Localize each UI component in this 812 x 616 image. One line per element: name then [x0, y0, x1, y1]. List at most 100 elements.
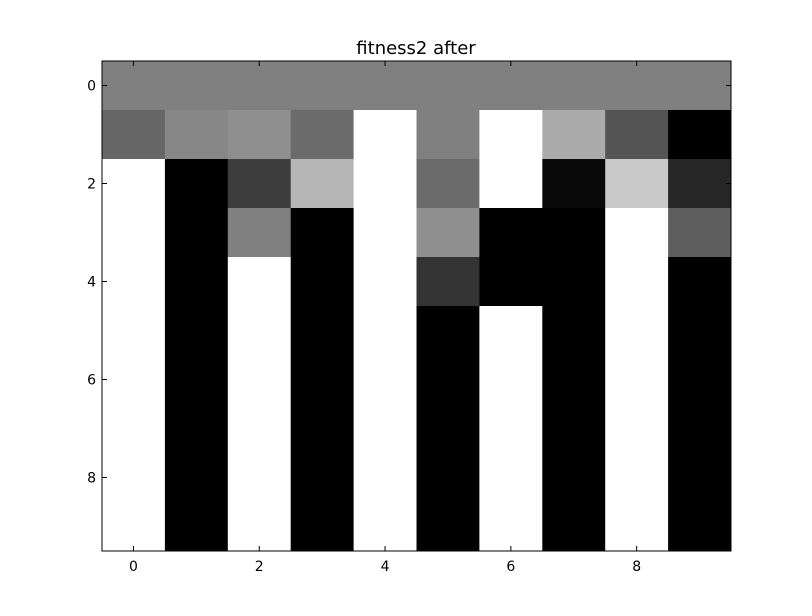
heatmap-cell-r0-c6 — [479, 61, 543, 111]
heatmap-cell-r7-c2 — [227, 404, 292, 454]
heatmap-cells — [102, 61, 732, 552]
heatmap-cell-r1-c0 — [102, 110, 166, 160]
heatmap-cell-r7-c3 — [290, 404, 355, 454]
heatmap-cell-r6-c3 — [290, 355, 355, 405]
heatmap-cell-r0-c8 — [605, 61, 669, 111]
heatmap-cell-r8-c5 — [416, 453, 480, 503]
heatmap-cell-r3-c8 — [605, 208, 669, 258]
heatmap-cell-r9-c7 — [542, 502, 606, 552]
heatmap-cell-r1-c7 — [542, 110, 606, 160]
heatmap-cell-r1-c9 — [668, 110, 732, 160]
heatmap-cell-r5-c0 — [102, 306, 166, 356]
heatmap-cell-r4-c5 — [416, 257, 480, 307]
heatmap-cell-r9-c4 — [353, 502, 417, 552]
heatmap-cell-r0-c2 — [227, 61, 292, 111]
heatmap-cell-r2-c7 — [542, 159, 606, 209]
heatmap-cell-r3-c3 — [290, 208, 355, 258]
heatmap-cell-r0-c3 — [290, 61, 355, 111]
heatmap-cell-r3-c0 — [102, 208, 166, 258]
heatmap-cell-r7-c5 — [416, 404, 480, 454]
heatmap-cell-r2-c2 — [227, 159, 292, 209]
heatmap-cell-r6-c2 — [227, 355, 292, 405]
heatmap-cell-r4-c6 — [479, 257, 543, 307]
heatmap-cell-r2-c0 — [102, 159, 166, 209]
heatmap-cell-r1-c5 — [416, 110, 480, 160]
heatmap-cell-r2-c5 — [416, 159, 480, 209]
heatmap-cell-r7-c4 — [353, 404, 417, 454]
heatmap-cell-r8-c6 — [479, 453, 543, 503]
heatmap-cell-r8-c4 — [353, 453, 417, 503]
heatmap-cell-r3-c1 — [164, 208, 229, 258]
heatmap-cell-r6-c8 — [605, 355, 669, 405]
heatmap-cell-r6-c6 — [479, 355, 543, 405]
heatmap-cell-r5-c5 — [416, 306, 480, 356]
heatmap-cell-r9-c5 — [416, 502, 480, 552]
x-tick-label: 2 — [255, 559, 264, 575]
heatmap-cell-r6-c1 — [164, 355, 229, 405]
heatmap-cell-r8-c1 — [164, 453, 229, 503]
heatmap-cell-r2-c9 — [668, 159, 732, 209]
heatmap-cell-r6-c5 — [416, 355, 480, 405]
heatmap-cell-r9-c3 — [290, 502, 355, 552]
heatmap-cell-r2-c1 — [164, 159, 229, 209]
heatmap-cell-r9-c8 — [605, 502, 669, 552]
heatmap-cell-r3-c7 — [542, 208, 606, 258]
heatmap-cell-r8-c0 — [102, 453, 166, 503]
heatmap-cell-r5-c6 — [479, 306, 543, 356]
heatmap-cell-r7-c8 — [605, 404, 669, 454]
heatmap-cell-r3-c6 — [479, 208, 543, 258]
heatmap-cell-r9-c2 — [227, 502, 292, 552]
heatmap-cell-r1-c6 — [479, 110, 543, 160]
x-tick-label: 8 — [632, 559, 641, 575]
heatmap-cell-r8-c8 — [605, 453, 669, 503]
x-tick-label: 6 — [506, 559, 515, 575]
heatmap-cell-r0-c7 — [542, 61, 606, 111]
heatmap-cell-r9-c6 — [479, 502, 543, 552]
y-tick-label: 0 — [87, 79, 96, 95]
heatmap-cell-r7-c9 — [668, 404, 732, 454]
heatmap-cell-r1-c1 — [164, 110, 229, 160]
heatmap-cell-r3-c9 — [668, 208, 732, 258]
heatmap-cell-r5-c9 — [668, 306, 732, 356]
heatmap-cell-r1-c8 — [605, 110, 669, 160]
heatmap-cell-r3-c4 — [353, 208, 417, 258]
heatmap-cell-r5-c8 — [605, 306, 669, 356]
heatmap-cell-r5-c1 — [164, 306, 229, 356]
heatmap-cell-r4-c3 — [290, 257, 355, 307]
heatmap-cell-r5-c4 — [353, 306, 417, 356]
x-tick-label: 0 — [129, 559, 138, 575]
plot-frame — [101, 60, 732, 552]
heatmap-cell-r8-c7 — [542, 453, 606, 503]
heatmap-cell-r5-c2 — [227, 306, 292, 356]
x-tick-label: 4 — [381, 559, 390, 575]
heatmap-cell-r1-c4 — [353, 110, 417, 160]
heatmap-cell-r5-c3 — [290, 306, 355, 356]
heatmap-cell-r7-c0 — [102, 404, 166, 454]
heatmap-cell-r8-c3 — [290, 453, 355, 503]
heatmap-cell-r3-c5 — [416, 208, 480, 258]
heatmap-cell-r3-c2 — [227, 208, 292, 258]
heatmap-cell-r8-c9 — [668, 453, 732, 503]
heatmap-cell-r7-c1 — [164, 404, 229, 454]
heatmap-cell-r1-c3 — [290, 110, 355, 160]
heatmap-cell-r7-c7 — [542, 404, 606, 454]
heatmap-cell-r4-c4 — [353, 257, 417, 307]
heatmap-cell-r2-c4 — [353, 159, 417, 209]
y-tick-label: 8 — [87, 471, 96, 487]
heatmap-cell-r1-c2 — [227, 110, 292, 160]
heatmap-cell-r0-c5 — [416, 61, 480, 111]
heatmap-cell-r0-c1 — [164, 61, 229, 111]
heatmap-cell-r6-c9 — [668, 355, 732, 405]
y-tick-label: 6 — [87, 373, 96, 389]
heatmap-cell-r2-c6 — [479, 159, 543, 209]
heatmap-cell-r0-c4 — [353, 61, 417, 111]
heatmap-cell-r7-c6 — [479, 404, 543, 454]
heatmap-cell-r0-c0 — [102, 61, 166, 111]
heatmap-cell-r4-c2 — [227, 257, 292, 307]
heatmap-cell-r4-c7 — [542, 257, 606, 307]
heatmap-cell-r9-c9 — [668, 502, 732, 552]
y-tick-label: 4 — [87, 275, 96, 291]
heatmap-cell-r4-c8 — [605, 257, 669, 307]
heatmap-cell-r5-c7 — [542, 306, 606, 356]
